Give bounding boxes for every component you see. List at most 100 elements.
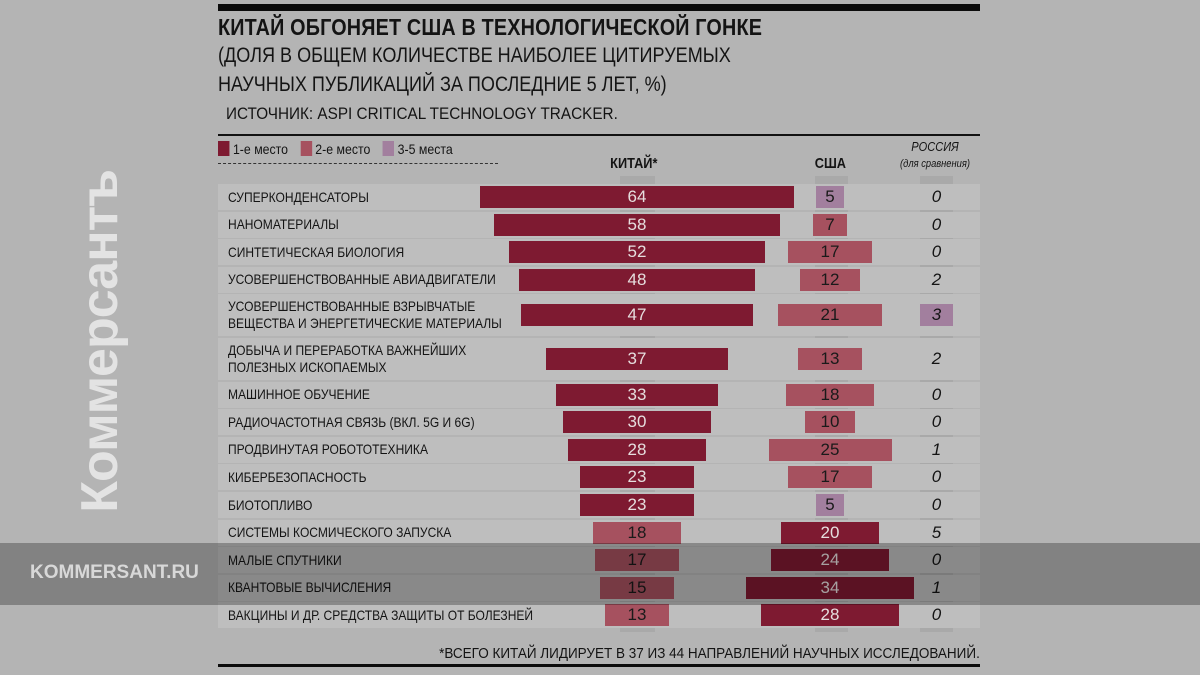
row-label: СУПЕРКОНДЕНСАТОРЫ xyxy=(228,189,369,206)
top-rule xyxy=(218,4,980,11)
row-label: КИБЕРБЕЗОПАСНОСТЬ xyxy=(228,469,367,486)
russia-value: 3 xyxy=(920,304,953,327)
column-header-china: КИТАЙ* xyxy=(610,155,658,172)
row-label-line: МАЛЫЕ СПУТНИКИ xyxy=(228,551,342,568)
watermark-url: KOMMERSANT.RU xyxy=(30,562,199,583)
china-bar: 23 xyxy=(580,466,694,489)
row-label: ДОБЫЧА И ПЕРЕРАБОТКА ВАЖНЕЙШИХ ПОЛЕЗНЫХ И… xyxy=(228,342,466,376)
row-label-line: ПРОДВИНУТАЯ РОБОТОТЕХНИКА xyxy=(228,441,428,458)
china-bar: 52 xyxy=(509,241,765,264)
header-rule xyxy=(218,134,980,136)
usa-bar: 17 xyxy=(788,241,872,264)
row-label-line: МАШИННОЕ ОБУЧЕНИЕ xyxy=(228,386,370,403)
chart-subtitle-line2: НАУЧНЫХ ПУБЛИКАЦИЙ ЗА ПОСЛЕДНИЕ 5 ЛЕТ, %… xyxy=(218,73,667,96)
row-label-line: ПОЛЕЗНЫХ ИСКОПАЕМЫХ xyxy=(228,359,387,375)
row-label-line: НАНОМАТЕРИАЛЫ xyxy=(228,216,339,233)
row-label-line: КВАНТОВЫЕ ВЫЧИСЛЕНИЯ xyxy=(228,579,392,596)
china-bar: 48 xyxy=(518,268,756,291)
legend-swatch xyxy=(218,141,230,156)
legend-label: 1-е место xyxy=(232,141,289,157)
row-label-line: КИБЕРБЕЗОПАСНОСТЬ xyxy=(228,468,367,485)
russia-note: (для сравнения) xyxy=(900,158,970,170)
watermark-band xyxy=(0,543,1200,605)
row-label-line: УСОВЕРШЕНСТВОВАННЫЕ АВИАДВИГАТЕЛИ xyxy=(228,271,496,288)
russia-value: 0 xyxy=(931,242,942,262)
china-bar: 28 xyxy=(568,438,706,461)
watermark-logo: Коммерсантъ xyxy=(71,170,129,513)
russia-label: РОССИЯ xyxy=(911,139,959,154)
russia-value: 0 xyxy=(931,495,942,514)
row-label: БИОТОПЛИВО xyxy=(228,497,312,514)
russia-value: 0 xyxy=(931,605,942,625)
usa-bar: 28 xyxy=(761,604,899,627)
chart-title: КИТАЙ ОБГОНЯЕТ США В ТЕХНОЛОГИЧЕСКОЙ ГОН… xyxy=(218,14,763,40)
row-label: УСОВЕРШЕНСТВОВАННЫЕ АВИАДВИГАТЕЛИ xyxy=(228,271,496,288)
row-label: УСОВЕРШЕНСТВОВАННЫЕ ВЗРЫВЧАТЫЕ ВЕЩЕСТВА И… xyxy=(228,298,502,332)
usa-bar: 17 xyxy=(788,466,872,489)
row-label: ВАКЦИНЫ И ДР. СРЕДСТВА ЗАЩИТЫ ОТ БОЛЕЗНЕ… xyxy=(228,607,533,624)
china-bar: 30 xyxy=(563,411,711,434)
legend-swatch xyxy=(300,141,312,156)
row-label: ПРОДВИНУТАЯ РОБОТОТЕХНИКА xyxy=(228,441,428,458)
russia-value: 1 xyxy=(931,577,942,597)
russia-value: 0 xyxy=(931,467,942,487)
usa-bar: 34 xyxy=(746,576,914,599)
russia-value: 0 xyxy=(931,214,942,234)
usa-bar: 7 xyxy=(812,213,848,236)
china-bar: 15 xyxy=(600,576,674,599)
russia-value: 0 xyxy=(931,187,942,206)
usa-bar: 5 xyxy=(816,186,844,208)
row-label: НАНОМАТЕРИАЛЫ xyxy=(228,216,339,233)
column-header-usa: США xyxy=(814,155,846,172)
row-label-line: УСОВЕРШЕНСТВОВАННЫЕ ВЗРЫВЧАТЫЕ xyxy=(228,298,476,315)
row-label-line: ВАКЦИНЫ И ДР. СРЕДСТВА ЗАЩИТЫ ОТ БОЛЕЗНЕ… xyxy=(228,606,534,623)
row-label-line: СУПЕРКОНДЕНСАТОРЫ xyxy=(228,188,369,205)
russia-value: 0 xyxy=(931,550,942,570)
row-label-line: БИОТОПЛИВО xyxy=(228,496,313,513)
usa-bar: 25 xyxy=(768,438,892,461)
usa-bar: 13 xyxy=(798,348,862,370)
china-bar: 47 xyxy=(521,304,753,327)
china-bar: 13 xyxy=(605,604,669,627)
usa-bar: 18 xyxy=(785,383,875,406)
legend-item-first: 1-е место xyxy=(218,141,288,157)
row-label-line: СИНТЕТИЧЕСКАЯ БИОЛОГИЯ xyxy=(228,243,405,260)
footnote: *ВСЕГО КИТАЙ ЛИДИРУЕТ В 37 ИЗ 44 НАПРАВЛ… xyxy=(439,645,980,662)
usa-bar: 12 xyxy=(800,268,860,291)
usa-bar: 20 xyxy=(780,521,880,544)
legend-label: 2-е место xyxy=(315,141,371,157)
china-bar: 18 xyxy=(592,521,682,544)
row-label: СИНТЕТИЧЕСКАЯ БИОЛОГИЯ xyxy=(228,244,404,261)
legend-swatch xyxy=(382,141,395,156)
row-label: СИСТЕМЫ КОСМИЧЕСКОГО ЗАПУСКА xyxy=(228,524,451,541)
usa-bar: 21 xyxy=(778,304,882,327)
row-label: РАДИОЧАСТОТНАЯ СВЯЗЬ (ВКЛ. 5G И 6G) xyxy=(228,414,475,431)
row-label: КВАНТОВЫЕ ВЫЧИСЛЕНИЯ xyxy=(228,579,391,596)
row-label: МАШИННОЕ ОБУЧЕНИЕ xyxy=(228,386,370,403)
legend-item-third: 3-5 места xyxy=(382,141,453,157)
legend-divider xyxy=(218,163,498,164)
usa-bar: 10 xyxy=(805,411,855,434)
source-note: ИСТОЧНИК: ASPI CRITICAL TECHNOLOGY TRACK… xyxy=(226,104,618,123)
china-bar: 23 xyxy=(580,494,694,516)
usa-bar: 5 xyxy=(816,494,844,516)
russia-value: 2 xyxy=(931,269,942,289)
chart-subtitle-line1: (ДОЛЯ В ОБЩЕМ КОЛИЧЕСТВЕ НАИБОЛЕЕ ЦИТИРУ… xyxy=(218,44,731,67)
column-header-russia: РОССИЯ (для сравнения) xyxy=(888,139,982,172)
usa-bar: 24 xyxy=(770,549,890,572)
russia-value: 1 xyxy=(931,439,942,459)
row-label-line: СИСТЕМЫ КОСМИЧЕСКОГО ЗАПУСКА xyxy=(228,524,452,541)
russia-value: 0 xyxy=(931,384,942,404)
row-label-line: РАДИОЧАСТОТНАЯ СВЯЗЬ (ВКЛ. 5G И 6G) xyxy=(228,413,475,430)
legend-item-second: 2-е место xyxy=(300,141,370,157)
china-bar: 64 xyxy=(479,186,795,208)
china-bar: 33 xyxy=(555,383,719,406)
china-bar: 17 xyxy=(595,549,679,572)
china-bar: 37 xyxy=(545,348,728,370)
china-bar: 58 xyxy=(494,213,780,236)
row-label: МАЛЫЕ СПУТНИКИ xyxy=(228,552,342,569)
legend: 1-е место 2-е место 3-5 места xyxy=(218,141,453,157)
russia-value: 0 xyxy=(931,412,942,432)
russia-value: 5 xyxy=(931,522,942,542)
russia-value: 2 xyxy=(931,349,942,368)
